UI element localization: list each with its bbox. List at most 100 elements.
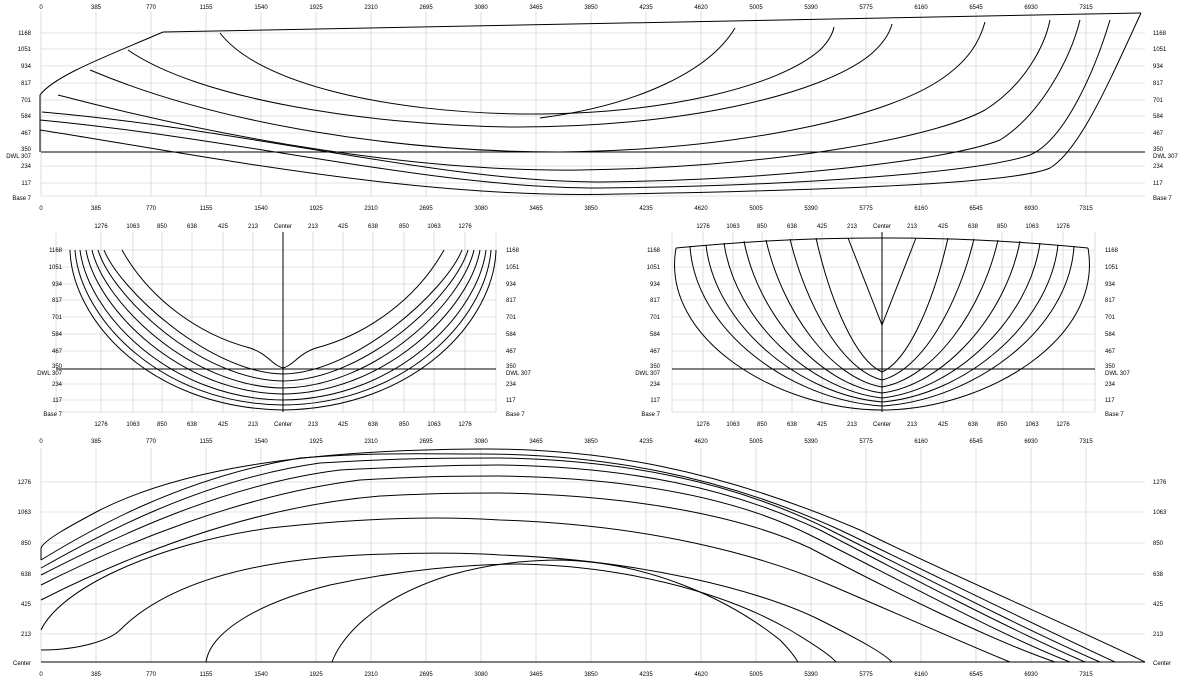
half-breadth-tick: 850 bbox=[157, 224, 168, 230]
profile-x-tick: 385 bbox=[91, 5, 102, 11]
waterline-curve bbox=[40, 453, 1116, 663]
profile-y-tick: 234 bbox=[1153, 164, 1164, 170]
half-breadth-tick: 1276 bbox=[94, 422, 108, 428]
waterline-tick: 817 bbox=[52, 298, 63, 304]
plan-x-tick: 385 bbox=[91, 672, 102, 678]
profile-x-tick: 2310 bbox=[364, 206, 378, 212]
plan-x-tick: 3850 bbox=[584, 672, 598, 678]
plan-x-tick: 6160 bbox=[914, 439, 928, 445]
profile-x-tick: 770 bbox=[146, 206, 157, 212]
waterline-tick: 117 bbox=[650, 398, 660, 404]
profile-x-tick: 5390 bbox=[804, 206, 818, 212]
profile-curves bbox=[39, 12, 1142, 195]
profile-stem-line bbox=[39, 31, 164, 152]
half-breadth-tick: 850 bbox=[157, 422, 168, 428]
plan-x-tick: 3465 bbox=[529, 439, 543, 445]
diagonal-curve bbox=[705, 244, 1059, 403]
half-breadth-tick: 425 bbox=[218, 422, 229, 428]
profile-x-tick: 4235 bbox=[639, 206, 653, 212]
half-breadth-tick: 850 bbox=[757, 224, 768, 230]
profile-y-tick: 584 bbox=[1153, 114, 1164, 120]
half-breadth-tick: 1063 bbox=[427, 422, 441, 428]
profile-x-tick: 3850 bbox=[584, 5, 598, 11]
plan-x-tick: 2310 bbox=[364, 672, 378, 678]
waterline-tick: 1168 bbox=[506, 248, 520, 254]
plan-top-x-scale: 0 385 770 1155 1540 1925 2310 2695 3080 … bbox=[39, 439, 1093, 445]
body-plan-dwl-label: DWL 307 bbox=[1105, 371, 1130, 377]
waterline-tick: 934 bbox=[1105, 282, 1116, 288]
plan-x-tick: 6160 bbox=[914, 672, 928, 678]
half-breadth-tick: 1063 bbox=[726, 422, 740, 428]
plan-x-tick: 2310 bbox=[364, 439, 378, 445]
half-breadth-tick: 425 bbox=[817, 224, 828, 230]
waterline-tick: 234 bbox=[650, 382, 661, 388]
half-breadth-tick: 1276 bbox=[696, 422, 710, 428]
half-breadth-tick: 1276 bbox=[458, 422, 472, 428]
waterline-tick: 350 bbox=[52, 364, 63, 370]
profile-y-tick: 350 bbox=[1153, 147, 1164, 153]
plan-curves bbox=[40, 448, 1146, 663]
profile-x-tick: 2695 bbox=[419, 5, 433, 11]
deck-line bbox=[675, 237, 1089, 249]
waterline-tick: 817 bbox=[1105, 298, 1116, 304]
profile-y-tick: 701 bbox=[21, 98, 32, 104]
profile-bottom-x-scale: 0 385 770 1155 1540 1925 2310 2695 3080 … bbox=[39, 206, 1093, 212]
half-breadth-tick: 425 bbox=[218, 224, 229, 230]
profile-x-tick: 2695 bbox=[419, 206, 433, 212]
plan-y-tick: 213 bbox=[1153, 632, 1164, 638]
waterline-tick: 701 bbox=[52, 315, 63, 321]
body-plan-base-label: Base 7 bbox=[506, 412, 525, 418]
waterline-tick: 350 bbox=[506, 364, 517, 370]
waterline-tick: 234 bbox=[1105, 382, 1116, 388]
half-breadth-tick: 638 bbox=[968, 422, 979, 428]
profile-y-tick: 1168 bbox=[18, 31, 32, 37]
profile-buttock-line bbox=[127, 23, 893, 128]
waterline-tick: 701 bbox=[650, 315, 661, 321]
profile-x-tick: 5005 bbox=[749, 5, 763, 11]
waterline-curve bbox=[331, 559, 799, 663]
body-plan-left-left-y-scale: 1168 1051 934 817 701 584 467 350 234 11… bbox=[37, 248, 62, 418]
profile-y-tick: 934 bbox=[1153, 64, 1164, 70]
half-breadth-tick: 425 bbox=[817, 422, 828, 428]
plan-x-tick: 2695 bbox=[419, 672, 433, 678]
half-breadth-tick: 638 bbox=[787, 224, 798, 230]
plan-x-tick: 7315 bbox=[1079, 672, 1093, 678]
profile-base-label: Base 7 bbox=[12, 196, 31, 202]
waterline-curve bbox=[40, 492, 1056, 663]
profile-x-tick: 1925 bbox=[309, 206, 323, 212]
profile-y-tick: 584 bbox=[21, 114, 32, 120]
half-breadth-tick: 213 bbox=[907, 422, 918, 428]
waterline-curve bbox=[40, 517, 1011, 663]
profile-x-tick: 7315 bbox=[1079, 206, 1093, 212]
profile-y-tick: 1051 bbox=[18, 47, 32, 53]
plan-x-tick: 5005 bbox=[749, 672, 763, 678]
profile-y-tick: 467 bbox=[21, 131, 32, 137]
profile-x-tick: 6545 bbox=[969, 206, 983, 212]
waterline-tick: 701 bbox=[1105, 315, 1116, 321]
profile-buttock-line bbox=[539, 27, 736, 119]
half-breadth-tick: 213 bbox=[847, 422, 858, 428]
waterline-curve bbox=[205, 563, 837, 663]
body-plan-left-bottom-scale: 1276 1063 850 638 425 213 Center 213 425… bbox=[94, 422, 472, 428]
body-plan-base-label: Base 7 bbox=[1105, 412, 1124, 418]
plan-y-tick: 425 bbox=[21, 602, 32, 608]
half-breadth-tick: 1276 bbox=[1056, 224, 1070, 230]
half-breadth-tick: 425 bbox=[338, 422, 349, 428]
profile-buttock-line bbox=[41, 19, 1081, 183]
half-breadth-tick: 850 bbox=[997, 224, 1008, 230]
profile-x-tick: 6160 bbox=[914, 5, 928, 11]
plan-x-tick: 5775 bbox=[859, 439, 873, 445]
profile-y-tick: 701 bbox=[1153, 98, 1164, 104]
profile-x-tick: 3080 bbox=[474, 5, 488, 11]
half-breadth-tick: 1276 bbox=[696, 224, 710, 230]
profile-y-tick: 117 bbox=[21, 181, 31, 187]
body-plan-right-bottom-scale: 1276 1063 850 638 425 213 Center 213 425… bbox=[696, 422, 1070, 428]
waterline-tick: 467 bbox=[52, 349, 63, 355]
plan-x-tick: 3080 bbox=[474, 672, 488, 678]
half-breadth-tick: 638 bbox=[368, 422, 379, 428]
waterline-tick: 934 bbox=[650, 282, 661, 288]
plan-x-tick: 1155 bbox=[200, 672, 214, 678]
plan-x-tick: 5775 bbox=[859, 672, 873, 678]
plan-x-tick: 385 bbox=[91, 439, 102, 445]
half-breadth-tick: 1276 bbox=[458, 224, 472, 230]
